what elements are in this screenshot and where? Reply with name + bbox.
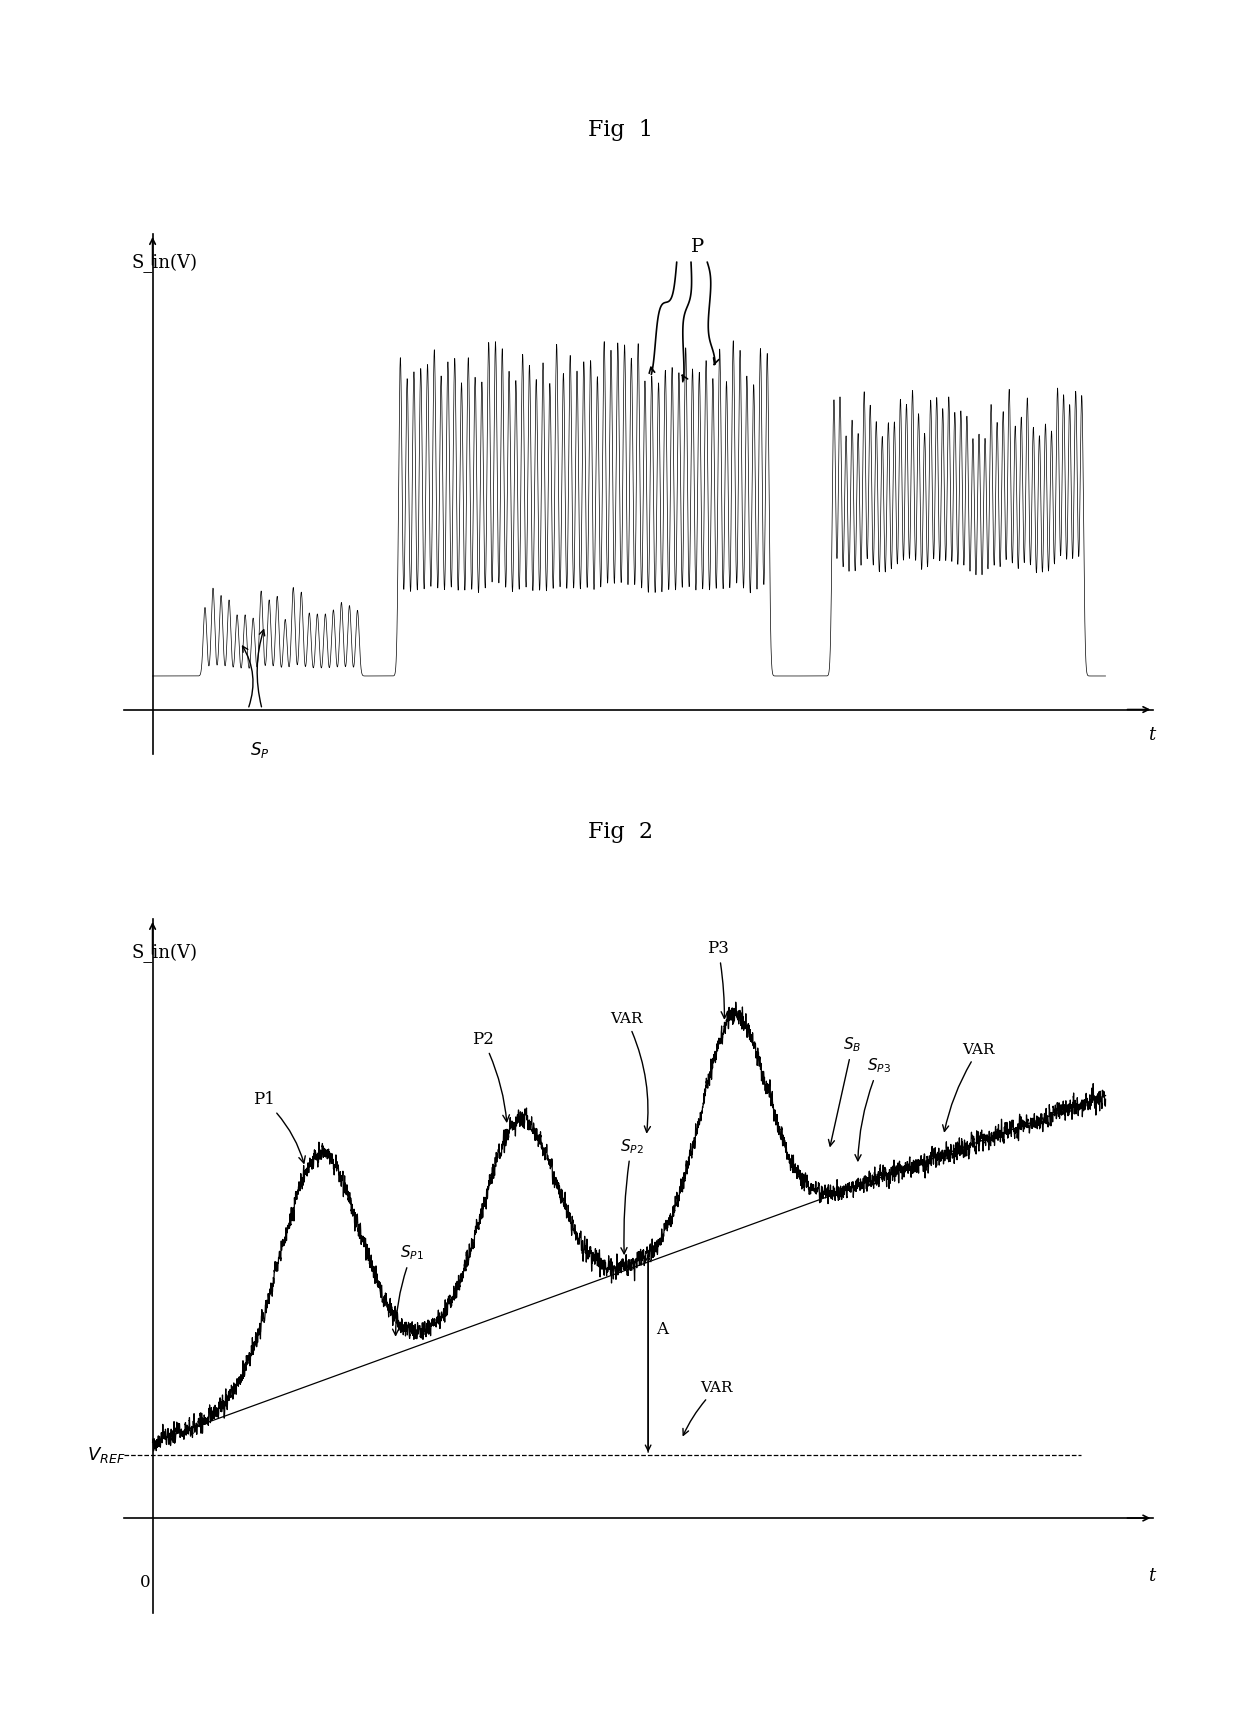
Text: P1: P1 xyxy=(253,1091,305,1164)
Text: S_in(V): S_in(V) xyxy=(131,255,197,274)
Text: 0: 0 xyxy=(140,1574,150,1592)
Text: VAR: VAR xyxy=(942,1042,996,1131)
Text: S_in(V): S_in(V) xyxy=(131,943,197,962)
Text: P3: P3 xyxy=(707,940,729,1018)
Text: $S_{P1}$: $S_{P1}$ xyxy=(393,1243,424,1335)
Text: t: t xyxy=(1148,1568,1154,1585)
Text: P: P xyxy=(691,239,704,257)
Text: $S_B$: $S_B$ xyxy=(828,1035,862,1146)
Text: $S_{P2}$: $S_{P2}$ xyxy=(620,1138,644,1254)
Text: VAR: VAR xyxy=(610,1013,651,1132)
Text: P2: P2 xyxy=(472,1032,510,1122)
Text: t: t xyxy=(1148,727,1154,744)
Text: Fig  1: Fig 1 xyxy=(588,120,652,140)
Text: $V_{REF}$: $V_{REF}$ xyxy=(88,1444,126,1465)
Text: Fig  2: Fig 2 xyxy=(588,822,652,843)
Text: $S_{P3}$: $S_{P3}$ xyxy=(856,1056,892,1160)
Text: A: A xyxy=(656,1321,668,1339)
Text: $S_P$: $S_P$ xyxy=(249,740,269,759)
Text: VAR: VAR xyxy=(683,1380,733,1436)
